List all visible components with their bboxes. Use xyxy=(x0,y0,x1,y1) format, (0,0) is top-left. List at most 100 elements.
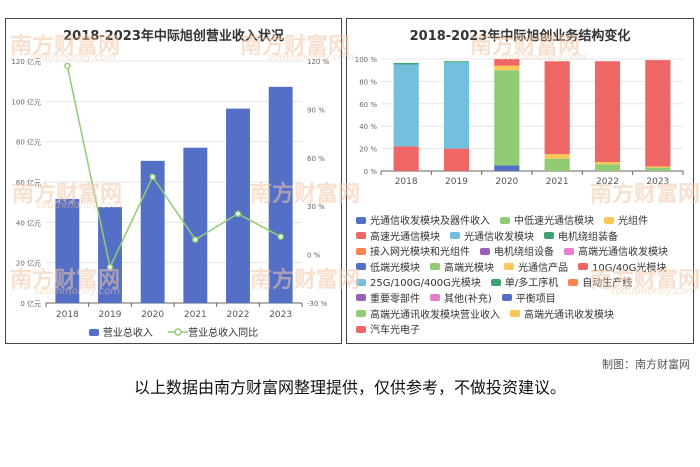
legend-item[interactable]: 平衡项目 xyxy=(501,290,556,305)
legend-swatch xyxy=(500,216,510,224)
y-axis-tick-label: 0 % xyxy=(364,168,378,176)
legend-item[interactable]: 重要零部件 xyxy=(356,290,420,305)
structure-bar-segment xyxy=(645,167,671,171)
revenue-chart-legend: 营业总收入 营业总收入同比 xyxy=(6,324,341,339)
legend-item[interactable]: 自动生产线 xyxy=(568,274,632,289)
legend-item[interactable]: 25G/100G/400G光模块 xyxy=(356,274,481,289)
legend-item[interactable]: 光通信产品 xyxy=(504,259,568,274)
legend-row: 光通信收发模块及器件收入 中低速光通信模块 光组件 xyxy=(356,212,692,228)
x-axis-tick-label: 2023 xyxy=(646,177,669,187)
structure-bar-segment xyxy=(544,61,570,155)
legend-item[interactable]: 高端光通讯收发模块 xyxy=(510,306,614,321)
legend-swatch xyxy=(490,278,501,286)
legend-item[interactable]: 其他(补充) xyxy=(430,290,492,305)
x-axis-tick-label: 2018 xyxy=(56,310,79,320)
left-axis-tick-label: 100 亿元 xyxy=(11,97,41,106)
legend-label: 电机绕组装备 xyxy=(558,231,618,243)
legend-swatch xyxy=(578,263,588,271)
legend-swatch xyxy=(450,232,460,240)
revenue-bar xyxy=(226,108,250,304)
legend-label: 接入网光模块和光组件 xyxy=(370,247,470,259)
x-axis-tick-label: 2022 xyxy=(227,310,250,320)
legend-label: 重要零部件 xyxy=(370,293,420,305)
legend-label: 平衡项目 xyxy=(515,293,556,305)
legend-swatch xyxy=(356,278,366,286)
y-axis-tick-label: 80 % xyxy=(359,78,377,86)
legend-label-revenue: 营业总收入 xyxy=(102,328,153,339)
legend-item[interactable]: 高端光通讯收发模块营业收入 xyxy=(356,306,500,321)
legend-item[interactable]: 电机绕组设备 xyxy=(480,243,554,258)
legend-item[interactable]: 光组件 xyxy=(604,212,648,227)
legend-label: 单/多工序机 xyxy=(504,278,559,290)
legend-label: 电机绕组设备 xyxy=(494,247,554,259)
structure-bar-segment xyxy=(494,59,520,66)
structure-bar-segment xyxy=(443,61,470,63)
legend-item-revenue[interactable]: 营业总收入 xyxy=(88,324,153,339)
legend-row: 高端光通讯收发模块营业收入 高端光通讯收发模块 xyxy=(356,306,692,322)
x-axis-tick-label: 2022 xyxy=(596,177,619,187)
right-axis-tick-label: 0 % xyxy=(307,252,321,260)
legend-item[interactable]: 高端光通信收发模块 xyxy=(564,243,668,258)
legend-swatch xyxy=(356,325,366,333)
legend-item[interactable]: 10G/40G光模块 xyxy=(578,259,666,274)
revenue-yoy-point xyxy=(192,236,199,243)
y-axis-tick-label: 40 % xyxy=(359,123,377,131)
structure-bar-segment xyxy=(443,148,470,171)
legend-item[interactable]: 高速光通信模块 xyxy=(356,228,440,243)
right-axis-tick-label: 120 % xyxy=(307,58,330,66)
legend-item-revenue-yoy[interactable]: 营业总收入同比 xyxy=(168,324,258,339)
left-axis-tick-label: 60 亿元 xyxy=(16,178,41,187)
disclaimer-text: 以上数据由南方财富网整理提供，仅供参考，不做投资建议。 xyxy=(133,378,566,397)
legend-label: 高端光通信收发模块 xyxy=(578,247,668,259)
legend-label: 光组件 xyxy=(618,216,648,227)
legend-item[interactable]: 光通信收发模块 xyxy=(450,228,534,243)
structure-bar-segment xyxy=(544,154,570,159)
revenue-bar xyxy=(183,147,208,303)
legend-swatch xyxy=(356,232,366,240)
right-axis-tick-label: 60 % xyxy=(307,155,325,163)
legend-item[interactable]: 接入网光模块和光组件 xyxy=(356,243,470,258)
structure-bar-segment xyxy=(544,158,570,171)
left-axis-tick-label: 40 亿元 xyxy=(16,218,41,227)
legend-item[interactable]: 低端光模块 xyxy=(356,259,420,274)
revenue-chart-svg: 0 亿元 20 亿元 40 亿元 60 亿元 80 亿元 100 亿元 120 亿元 -30 … xyxy=(11,57,330,320)
legend-label: 光通信产品 xyxy=(518,262,568,274)
legend-swatch xyxy=(568,278,579,286)
left-axis-tick-label: 20 亿元 xyxy=(16,259,41,268)
x-axis-tick-label: 2020 xyxy=(495,177,518,187)
structure-bar-segment xyxy=(494,65,520,71)
legend-swatch xyxy=(430,294,440,302)
structure-bar-segment xyxy=(645,60,671,167)
legend-swatch xyxy=(430,263,440,271)
legend-item[interactable]: 汽车光电子 xyxy=(356,321,420,336)
y-axis-tick-label: 100 % xyxy=(355,56,378,64)
legend-label: 10G/40G光模块 xyxy=(592,262,667,274)
revenue-bar xyxy=(268,86,293,304)
legend-label: 高端光模块 xyxy=(444,262,494,274)
legend-swatch-line xyxy=(168,328,189,336)
x-axis-tick-label: 2019 xyxy=(445,177,468,187)
y-axis-tick-label: 20 % xyxy=(359,146,377,154)
revenue-yoy-point xyxy=(277,233,284,240)
legend-item[interactable]: 高端光模块 xyxy=(430,259,494,274)
legend-row: 低端光模块 高端光模块 光通信产品 10G/40G光模块 xyxy=(356,259,692,275)
legend-label: 光通信收发模块 xyxy=(464,231,534,243)
legend-label: 其他(补充) xyxy=(444,293,492,305)
structure-bar-segment xyxy=(494,70,520,166)
revenue-yoy-point xyxy=(106,263,114,271)
legend-swatch xyxy=(356,247,366,255)
legend-row: 高速光通信模块 光通信收发模块 电机绕组装备 xyxy=(356,228,692,244)
right-axis-tick-label: 30 % xyxy=(307,203,325,211)
legend-item[interactable]: 中低速光通信模块 xyxy=(500,212,594,227)
x-axis-tick-label: 2020 xyxy=(141,310,164,320)
left-axis-tick-label: 0 亿元 xyxy=(20,299,41,308)
structure-bar-segment xyxy=(594,61,621,163)
revenue-yoy-line xyxy=(66,65,282,270)
legend-item[interactable]: 电机绕组装备 xyxy=(544,228,618,243)
structure-bar-segment xyxy=(494,165,520,171)
revenue-chart-title: 2018-2023年中际旭创营业收入状况 xyxy=(63,29,284,44)
legend-item[interactable]: 光通信收发模块及器件收入 xyxy=(356,212,490,227)
business-structure-panel: 2018-2023年中际旭创业务结构变化 0 % 20 % 40 % 60 % 80 %… xyxy=(346,18,694,344)
legend-item[interactable]: 单/多工序机 xyxy=(490,274,559,290)
legend-label: 高端光通讯收发模块 xyxy=(524,309,614,321)
